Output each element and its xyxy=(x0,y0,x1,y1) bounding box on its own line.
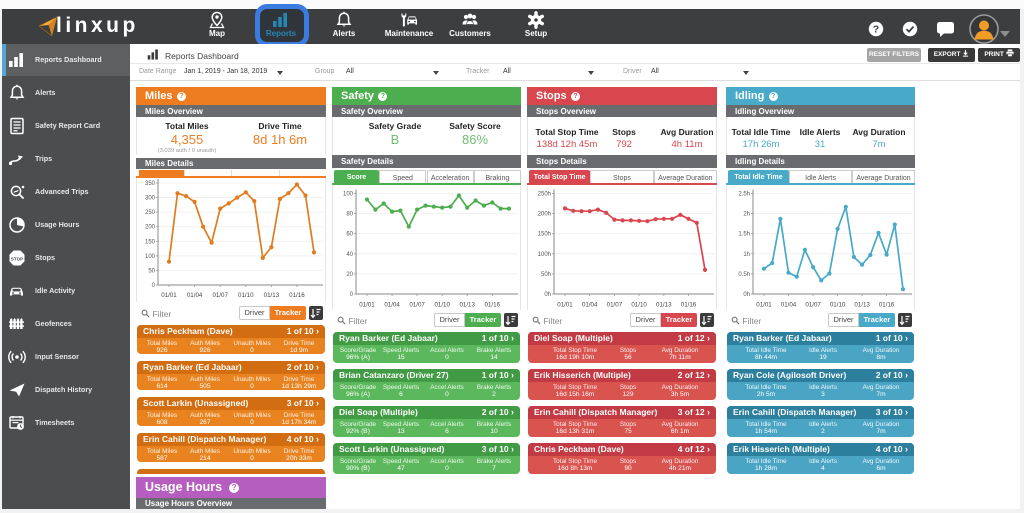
svg-text:0: 0 xyxy=(350,292,354,298)
svg-text:0h: 0h xyxy=(544,292,551,298)
svg-text:01/16: 01/16 xyxy=(681,302,697,309)
svg-text:250h: 250h xyxy=(538,192,551,198)
svg-text:01/13: 01/13 xyxy=(264,292,280,299)
svg-text:100: 100 xyxy=(145,254,156,260)
svg-text:01/16: 01/16 xyxy=(289,292,305,299)
svg-text:80: 80 xyxy=(346,212,353,218)
svg-text:200: 200 xyxy=(145,225,156,231)
svg-text:01/04: 01/04 xyxy=(384,302,400,309)
svg-text:01/01: 01/01 xyxy=(756,302,772,309)
svg-text:01/04: 01/04 xyxy=(187,292,203,299)
svg-text:0: 0 xyxy=(152,283,156,289)
svg-text:01/10: 01/10 xyxy=(434,302,450,309)
svg-text:60: 60 xyxy=(346,232,353,238)
svg-text:300: 300 xyxy=(145,196,156,202)
svg-text:01/04: 01/04 xyxy=(582,302,598,309)
svg-text:50h: 50h xyxy=(541,272,551,278)
svg-text:01/13: 01/13 xyxy=(656,302,672,309)
svg-text:1.5h: 1.5h xyxy=(738,232,750,238)
svg-text:?: ? xyxy=(873,24,879,36)
svg-text:50: 50 xyxy=(148,268,155,274)
svg-text:STOP: STOP xyxy=(11,256,23,261)
svg-text:1h: 1h xyxy=(743,252,750,258)
svg-text:20: 20 xyxy=(346,272,353,278)
svg-text:01/07: 01/07 xyxy=(409,302,425,309)
svg-text:100h: 100h xyxy=(538,252,551,258)
svg-text:250: 250 xyxy=(145,210,156,216)
svg-text:0h: 0h xyxy=(743,292,750,298)
svg-text:01/10: 01/10 xyxy=(238,292,254,299)
svg-text:150h: 150h xyxy=(538,232,551,238)
svg-text:01/01: 01/01 xyxy=(161,292,177,299)
svg-text:2.5h: 2.5h xyxy=(738,192,750,198)
svg-text:01/01: 01/01 xyxy=(557,302,573,309)
svg-text:01/10: 01/10 xyxy=(631,302,647,309)
svg-text:40: 40 xyxy=(346,252,353,258)
svg-text:350: 350 xyxy=(145,181,156,187)
svg-text:100: 100 xyxy=(343,192,354,198)
svg-text:150: 150 xyxy=(145,239,156,245)
svg-text:2h: 2h xyxy=(743,212,750,218)
svg-text:01/10: 01/10 xyxy=(830,302,846,309)
svg-text:01/07: 01/07 xyxy=(212,292,228,299)
svg-text:01/01: 01/01 xyxy=(359,302,375,309)
svg-text:01/07: 01/07 xyxy=(805,302,821,309)
svg-text:01/16: 01/16 xyxy=(879,302,895,309)
svg-text:200h: 200h xyxy=(538,212,551,218)
svg-text:01/13: 01/13 xyxy=(854,302,870,309)
svg-text:01/04: 01/04 xyxy=(781,302,797,309)
svg-text:01/16: 01/16 xyxy=(485,302,501,309)
svg-text:01/07: 01/07 xyxy=(607,302,623,309)
svg-text:0.5h: 0.5h xyxy=(738,272,750,278)
svg-text:01/13: 01/13 xyxy=(459,302,475,309)
